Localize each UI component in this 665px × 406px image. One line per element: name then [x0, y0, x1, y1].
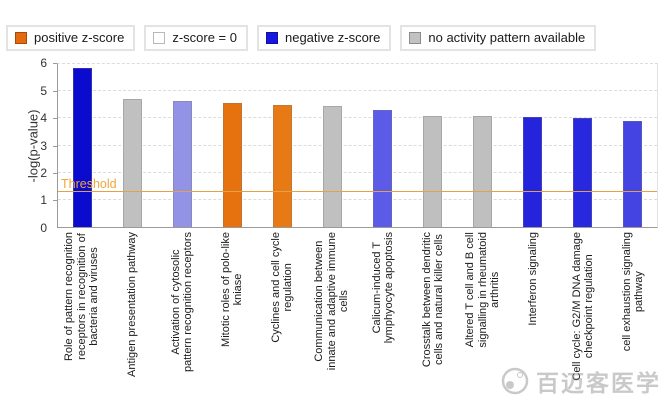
bar-slot [308, 64, 358, 227]
y-tick-mark [53, 63, 57, 64]
positive-z-score-swatch-icon [15, 31, 27, 44]
threshold-line [58, 190, 657, 192]
x-label-slot: Altered T cell and B cell signalling in … [458, 231, 508, 403]
x-label-slot: Crosstalk between dendritic cells and na… [408, 231, 458, 403]
legend-label: negative z-score [284, 30, 381, 45]
threshold-label: Threshold [61, 176, 117, 191]
bar-altered-t-b-cell[interactable] [472, 115, 492, 227]
plot-area: Threshold [57, 63, 658, 228]
x-label-slot: Antigen presentation pathway [107, 231, 157, 403]
bar-slot [158, 64, 208, 227]
bar-crosstalk-dendritic-nk[interactable] [422, 115, 442, 227]
bar-role-of-pattern-recognition[interactable] [73, 68, 93, 227]
y-tick-label: 0 [40, 221, 47, 235]
y-tick-mark [53, 145, 57, 147]
x-tick-label: Cell cycle: G2/M DNA damage checkpoint r… [570, 232, 595, 381]
bar-g2m-dna-damage[interactable] [572, 118, 592, 227]
bar-slot [607, 64, 657, 227]
bar-slot [108, 64, 158, 227]
z-score-zero-swatch-icon [153, 31, 166, 44]
x-tick-label: cell exhaustion signaling pathway [620, 232, 645, 352]
bar-cell-exhaustion[interactable] [622, 121, 642, 227]
x-label-slot: Mitotic roles of polo-like kniase [207, 231, 257, 403]
bar-slot [58, 64, 108, 227]
x-label-slot: Calicum-induced T lymphyocyte apoptosis [357, 231, 407, 403]
bar-cyclines-cell-cycle[interactable] [273, 104, 293, 227]
x-label-slot: Communication between innate and adaptiv… [307, 231, 357, 403]
y-tick-mark [53, 90, 57, 92]
x-label-slot: Cyclines and cell cycle regulation [257, 231, 307, 403]
y-tick-label: 1 [40, 193, 47, 208]
no-activity-swatch-icon [409, 31, 422, 44]
bar-slot [507, 64, 557, 227]
bar-slot [258, 64, 308, 227]
bar-antigen-presentation[interactable] [123, 99, 143, 227]
x-tick-label: Interferon signaling [526, 232, 539, 326]
bar-communication-innate-adaptive[interactable] [323, 106, 343, 227]
x-tick-label: Antigen presentation pathway [125, 232, 138, 377]
x-tick-label: Cyclines and cell cycle regulation [269, 232, 295, 343]
y-tick-label: 5 [40, 83, 47, 98]
gridline [58, 117, 657, 119]
legend-label: no activity pattern available [428, 30, 586, 45]
bar-calcium-induced-t[interactable] [372, 110, 392, 227]
legend-item-negative-z-score: negative z-score [256, 25, 392, 51]
bar-slot [358, 64, 408, 227]
gridline [58, 90, 657, 92]
y-axis: 6 5 4 3 2 1 0 [0, 56, 57, 235]
bar-interferon-signaling[interactable] [522, 116, 542, 227]
gridline [58, 144, 657, 146]
x-label-slot: Interferon signaling [508, 231, 558, 403]
y-tick-mark [53, 173, 57, 174]
bar-slot [407, 64, 457, 227]
x-label-slot: Cell cycle: G2/M DNA damage checkpoint r… [558, 231, 608, 403]
x-tick-label: Altered T cell and B cell signalling in … [463, 232, 501, 348]
negative-z-score-swatch-icon [265, 31, 278, 44]
legend-item-no-activity: no activity pattern available [400, 25, 597, 51]
x-tick-label: Crosstalk between dendritic cells and na… [420, 232, 445, 368]
x-label-slot: Activation of cytosolic pattern recognit… [157, 231, 207, 403]
bar-slot [457, 64, 507, 227]
bar-slot [208, 64, 258, 227]
x-label-slot: Role of pattern recognition receptors in… [57, 231, 107, 403]
bar-activation-cytosolic[interactable] [173, 100, 193, 227]
legend-label: z-score = 0 [172, 30, 237, 45]
y-tick-mark [53, 117, 57, 119]
bars [58, 64, 657, 227]
y-tick-label: 2 [40, 166, 47, 180]
gridline [58, 198, 657, 200]
legend-item-positive-z-score: positive z-score [6, 25, 136, 51]
y-tick-mark [53, 200, 57, 202]
x-axis-labels: Role of pattern recognition receptors in… [57, 231, 658, 403]
x-tick-label: Communication between innate and adaptiv… [313, 232, 351, 371]
y-tick-label: 3 [40, 138, 47, 153]
y-tick-label: 6 [40, 56, 47, 70]
x-label-slot: cell exhaustion signaling pathway [608, 231, 658, 403]
bar-mitotic-roles[interactable] [223, 103, 243, 227]
legend: positive z-score z-score = 0 negative z-… [6, 25, 597, 51]
x-tick-label: Calicum-induced T lymphyocyte apoptosis [370, 232, 395, 344]
x-tick-label: Role of pattern recognition receptors in… [63, 232, 101, 362]
bar-slot [557, 64, 607, 227]
y-tick-label: 4 [40, 110, 47, 125]
x-tick-label: Mitotic roles of polo-like kniase [219, 232, 245, 347]
legend-label: positive z-score [34, 30, 125, 45]
x-tick-label: Activation of cytosolic pattern recognit… [169, 232, 195, 373]
gridline [58, 171, 657, 173]
legend-item-z-score-zero: z-score = 0 [144, 25, 248, 51]
